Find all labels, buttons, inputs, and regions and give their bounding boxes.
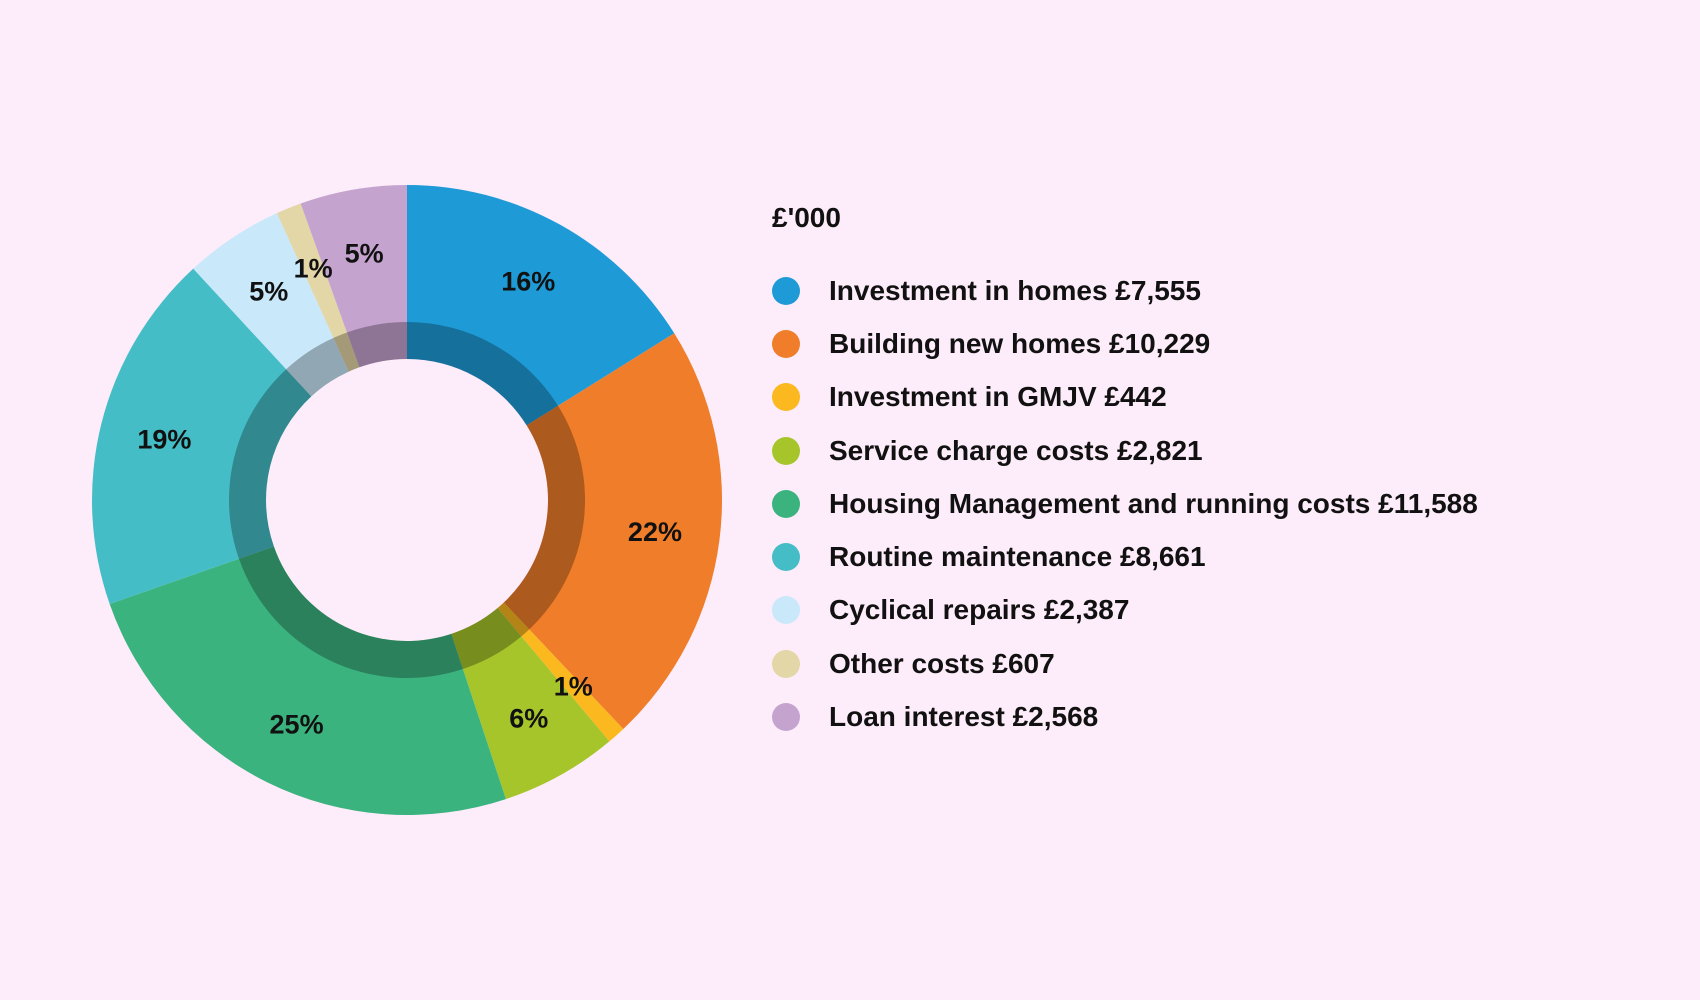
legend-item: Loan interest £2,568 [772, 690, 1672, 743]
legend-swatch [772, 329, 800, 358]
legend-swatch [772, 436, 800, 465]
slice-label-4: 25% [270, 709, 324, 739]
slice-inner-shade-3 [451, 608, 522, 669]
slice-label-2: 1% [554, 672, 593, 702]
legend-item: Housing Management and running costs £11… [772, 477, 1672, 530]
slice-inner-shade-1 [503, 405, 585, 630]
legend-item: Investment in GMJV £442 [772, 371, 1672, 424]
legend: £'000 Investment in homes £7,555 Building… [772, 196, 1672, 744]
legend-item: Routine maintenance £8,661 [772, 530, 1672, 583]
legend-swatch [772, 596, 800, 625]
legend-label-name: Service charge costs [829, 434, 1117, 466]
legend-swatch [772, 649, 800, 678]
legend-label-name: Building new homes [829, 327, 1110, 359]
slice-inner-shade-0 [407, 322, 559, 426]
legend-label: Investment in GMJV £442 [829, 381, 1167, 413]
legend-label-amount: £607 [992, 647, 1055, 679]
legend-label: Service charge costs £2,821 [829, 435, 1203, 467]
slice-label-3: 6% [509, 703, 548, 733]
donut-inner-ring [228, 322, 585, 679]
slice-label-8: 5% [345, 239, 384, 269]
legend-label-amount: £11,588 [1378, 487, 1478, 519]
legend-label: Other costs £607 [829, 648, 1055, 680]
legend-item: Service charge costs £2,821 [772, 424, 1672, 477]
slice-inner-shade-7 [333, 332, 360, 372]
legend-label-amount: £10,229 [1109, 327, 1211, 359]
legend-label-amount: £2,387 [1043, 594, 1130, 626]
slice-label-0: 16% [501, 266, 555, 296]
legend-label: Routine maintenance £8,661 [829, 541, 1206, 573]
slice-3 [451, 608, 610, 800]
slice-7 [276, 203, 360, 372]
donut-chart: 16%22%1%6%25%19%5%1% 5% [92, 185, 722, 815]
slice-8 [300, 185, 407, 368]
slice-inner-shade-6 [286, 337, 349, 397]
legend-label-name: Routine maintenance [829, 541, 1120, 573]
slice-label-6: 5% [249, 277, 288, 307]
legend-title: £'000 [772, 202, 841, 233]
legend-swatch [772, 383, 800, 412]
legend-label-name: Investment in GMJV [829, 381, 1105, 413]
legend-swatch [772, 703, 800, 732]
legend-item: Investment in homes £7,555 [772, 264, 1672, 317]
legend-label-name: Investment in homes [829, 274, 1116, 306]
legend-label-name: Loan interest [829, 701, 1013, 733]
slice-2 [497, 602, 624, 742]
legend-label-amount: £7,555 [1115, 274, 1201, 306]
slice-6 [193, 213, 349, 397]
legend-label-amount: £8,661 [1119, 541, 1206, 573]
legend-label-name: Other costs [829, 647, 993, 679]
legend-items: Investment in homes £7,555 Building new h… [772, 264, 1672, 744]
slice-label-5: 19% [137, 425, 191, 455]
slice-label-7: 1% [294, 253, 333, 283]
legend-swatch [772, 489, 800, 518]
legend-swatch [772, 543, 800, 572]
slice-1 [503, 333, 722, 729]
donut-slices [92, 185, 722, 815]
legend-label-name: Housing Management and running costs [829, 487, 1379, 519]
legend-label-amount: £2,568 [1012, 701, 1099, 733]
slice-inner-shade-2 [497, 602, 530, 637]
slice-label-1: 22% [628, 517, 682, 547]
slice-0 [407, 185, 675, 426]
slice-inner-shade-8 [346, 322, 407, 368]
slice-4 [109, 546, 506, 815]
slice-5 [92, 268, 312, 604]
slice-inner-shade-5 [228, 369, 312, 559]
legend-label-amount: £442 [1104, 381, 1167, 413]
legend-swatch [772, 276, 800, 305]
legend-label-name: Cyclical repairs [829, 594, 1044, 626]
legend-label: Building new homes £10,229 [829, 328, 1210, 360]
legend-label: Investment in homes £7,555 [829, 275, 1201, 307]
slice-labels: 16%22%1%6%25%19%5%1% 5% [137, 239, 682, 740]
legend-label-amount: £2,821 [1116, 434, 1203, 466]
legend-label: Loan interest £2,568 [829, 701, 1098, 733]
legend-item: Cyclical repairs £2,387 [772, 584, 1672, 637]
legend-label: Housing Management and running costs £11… [829, 488, 1478, 520]
legend-item: Building new homes £10,229 [772, 317, 1672, 370]
legend-item: Other costs £607 [772, 637, 1672, 690]
legend-label: Cyclical repairs £2,387 [829, 594, 1129, 626]
slice-inner-shade-4 [238, 546, 463, 679]
